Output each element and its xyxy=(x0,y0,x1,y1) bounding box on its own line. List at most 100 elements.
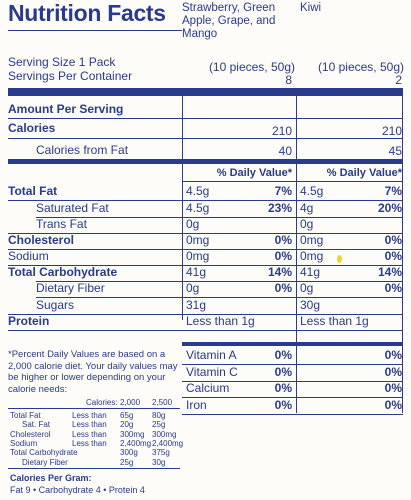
nutrient-dv-p1 xyxy=(240,314,292,329)
row-rule xyxy=(182,397,403,398)
calories-p2: 210 xyxy=(381,124,402,138)
footnote-cell: Less than xyxy=(72,438,107,448)
product-name-1: Strawberry, Green Apple, Grape, and Mang… xyxy=(182,2,276,40)
nutrient-label: Sugars xyxy=(36,298,75,312)
calories-p1: 210 xyxy=(271,124,292,138)
calories-fat-p1: 40 xyxy=(278,144,292,158)
nutrient-amount-p1: 0g xyxy=(186,281,200,295)
footnote-cell: 2,400mg xyxy=(120,438,152,448)
column-divider-0 xyxy=(182,88,183,320)
vitamin-label: Iron xyxy=(186,398,207,412)
footnote-cell: Total Carbohydrate xyxy=(10,448,78,458)
nutrient-dv-p1: 0% xyxy=(274,249,292,263)
serving-size-label: Serving Size 1 Pack xyxy=(8,55,116,69)
rule xyxy=(182,181,403,182)
serving-count-p1: 8 xyxy=(285,73,292,87)
calories-thick-rule xyxy=(8,159,403,164)
calories-per-gram-label: Calories Per Gram: xyxy=(10,473,92,483)
vitamin-dv-p2: 0% xyxy=(384,365,402,379)
calories-fat-p2: 45 xyxy=(388,144,402,158)
nutrient-dv-p1: 23% xyxy=(267,201,292,215)
nutrient-amount-p2: 4g xyxy=(300,201,314,215)
serving-thick-rule xyxy=(8,88,403,96)
nutrient-dv-p1: 14% xyxy=(267,265,292,279)
row-rule xyxy=(36,297,403,298)
calories-from-fat-label: Calories from Fat xyxy=(36,143,129,157)
nutrient-label: Total Fat xyxy=(8,184,58,198)
row-rule xyxy=(8,265,403,266)
footnote-header-cell: 2,500 xyxy=(152,398,173,407)
footnote-cell: 300g xyxy=(120,448,138,458)
row-rule xyxy=(182,414,403,415)
product-name-2: Kiwi xyxy=(300,2,322,14)
nutrient-amount-p1: 4.5g xyxy=(186,184,210,198)
amount-per-serving-label: Amount Per Serving xyxy=(8,102,124,116)
footnote-cell: 300mg xyxy=(152,429,177,439)
nutrient-dv-p2: 0% xyxy=(384,281,402,295)
serving-size-p1: (10 pieces, 50g) xyxy=(208,60,295,74)
serving-count-p2: 2 xyxy=(395,73,402,87)
footnote-header-cell: 2,000 xyxy=(120,398,141,407)
footnote-cell: 300mg xyxy=(120,429,145,439)
footnote-cell: Total Fat xyxy=(10,411,41,420)
footnote-cell: 25g xyxy=(152,420,166,430)
footnote-cell: 80g xyxy=(152,411,166,420)
footnote-cell: Sat. Fat xyxy=(22,420,51,430)
nutrient-amount-p2: 41g xyxy=(300,265,321,279)
rule xyxy=(8,138,403,139)
rule xyxy=(8,118,403,119)
vitamin-label: Calcium xyxy=(186,381,230,395)
calories-per-gram-values: Fat 9 • Carbohydrate 4 • Protein 4 xyxy=(10,485,145,495)
serving-size-p2: (10 pieces, 50g) xyxy=(317,60,404,74)
vitamin-dv-p1: 0% xyxy=(274,348,292,362)
nutrient-amount-p1: 31g xyxy=(186,298,207,312)
calories-label: Calories xyxy=(8,121,56,135)
vitamin-dv-p2: 0% xyxy=(384,381,402,395)
footnote-cell: 65g xyxy=(120,411,134,420)
vitamin-dv-p2: 0% xyxy=(384,398,402,412)
footnote-cell: 20g xyxy=(120,420,134,430)
nutrient-label: Saturated Fat xyxy=(36,201,109,215)
column-divider-2 xyxy=(402,88,403,413)
nutrient-dv-p2: 20% xyxy=(377,201,402,215)
nutrient-amount-p2: Less than 1g xyxy=(300,314,369,328)
vitamin-dv-p1: 0% xyxy=(274,381,292,395)
nutrient-amount-p1: 0mg xyxy=(186,233,210,247)
footnote-cell: 2,400mg xyxy=(152,438,184,448)
row-rule xyxy=(182,381,403,382)
nutrient-dv-p1 xyxy=(240,298,292,313)
vitamin-dv-p1: 0% xyxy=(274,365,292,379)
footnote-header-cell: Calories: xyxy=(86,398,118,407)
vitamin-label: Vitamin C xyxy=(186,365,238,379)
row-rule xyxy=(8,330,403,331)
footnote-cell: 375g xyxy=(152,448,170,458)
footnote-rule xyxy=(8,408,180,409)
footnote-cell: Less than xyxy=(72,411,107,420)
nutrient-label: Cholesterol xyxy=(8,233,75,247)
title-rule xyxy=(8,30,182,31)
nutrient-dv-p2 xyxy=(350,298,402,313)
nutrient-amount-p2: 0g xyxy=(300,281,314,295)
dv-header-p2: % Daily Value* xyxy=(326,167,402,179)
nutrient-dv-p2: 0% xyxy=(384,233,402,247)
nutrient-label: Trans Fat xyxy=(36,217,87,231)
nutrient-dv-p2 xyxy=(350,314,402,329)
nutrient-dv-p1: 0% xyxy=(274,233,292,247)
footnote-cell: Sodium xyxy=(10,438,38,448)
row-rule xyxy=(8,314,403,315)
nutrient-amount-p2: 4.5g xyxy=(300,184,324,198)
nutrient-dv-p2: 7% xyxy=(384,184,402,198)
nutrient-dv-p1: 7% xyxy=(274,184,292,198)
nutrient-amount-p1: 4.5g xyxy=(186,201,210,215)
nutrient-amount-p2: 0mg xyxy=(300,233,324,247)
column-divider-1 xyxy=(296,88,297,413)
dv-header-p1: % Daily Value* xyxy=(216,167,292,179)
nutrient-amount-p2: 0g xyxy=(300,217,314,231)
servings-per-container-label: Servings Per Container xyxy=(8,69,133,83)
vitamin-label: Vitamin A xyxy=(186,348,237,362)
vitamin-dv-p1: 0% xyxy=(274,398,292,412)
nutrient-dv-p2: 14% xyxy=(377,265,402,279)
nutrient-amount-p1: Less than 1g xyxy=(186,314,255,328)
vitamin-dv-p2: 0% xyxy=(384,348,402,362)
footnote-cell: Less than xyxy=(72,420,107,430)
